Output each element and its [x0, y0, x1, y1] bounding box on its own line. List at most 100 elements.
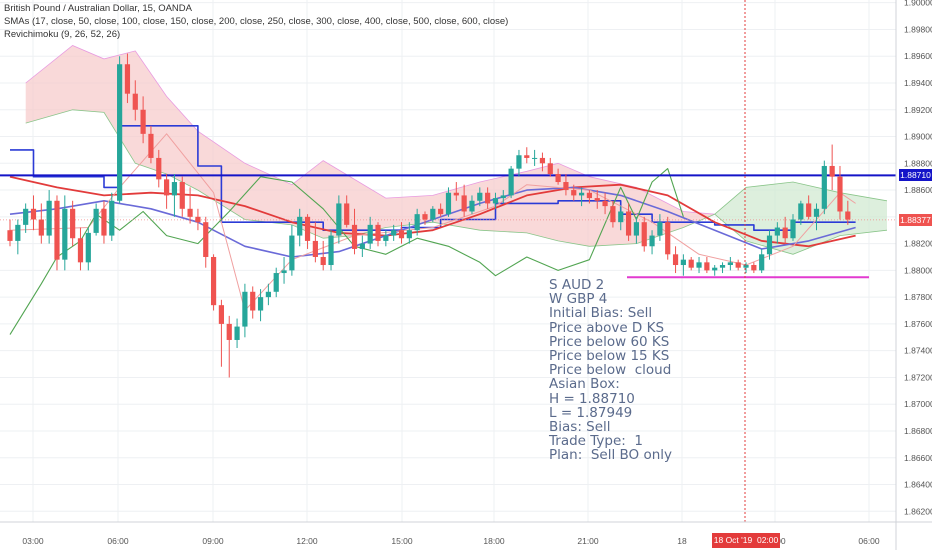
candle — [179, 176, 185, 217]
cursor-time-label: 02:00 — [756, 535, 779, 545]
candle-body — [735, 262, 741, 268]
candle — [532, 149, 538, 166]
candle-body — [117, 64, 123, 201]
sma_fast-line — [9, 175, 856, 248]
candle — [586, 190, 593, 204]
candle — [101, 200, 107, 244]
y-tick-label: 1.89200 — [904, 105, 932, 115]
candle-body — [602, 200, 608, 207]
candle-body — [344, 203, 350, 225]
note-line: Asian Box: — [549, 376, 620, 393]
candle — [398, 222, 405, 244]
candle-body — [297, 216, 303, 236]
candle — [633, 216, 639, 244]
candle-body — [774, 227, 780, 236]
candle-body — [594, 198, 600, 201]
candle-body — [469, 200, 475, 212]
candle-body — [539, 157, 546, 164]
chart-legend[interactable]: British Pound / Australian Dollar, 15, O… — [4, 2, 508, 41]
y-tick-label: 1.89800 — [904, 24, 932, 34]
candle — [15, 219, 21, 255]
candle-body — [62, 208, 68, 260]
y-tick-label: 1.87000 — [904, 399, 932, 409]
candle — [547, 157, 553, 177]
candle — [148, 125, 154, 164]
y-tick-label: 1.86800 — [904, 426, 932, 436]
candle-body — [320, 256, 326, 266]
candle-body — [203, 222, 209, 257]
candle — [85, 227, 91, 271]
candle-body — [210, 256, 217, 306]
candle — [265, 283, 271, 306]
candle — [375, 222, 381, 247]
candle-body — [164, 179, 170, 196]
note-line: Price below 60 KS — [549, 333, 670, 350]
y-tick-label: 1.89000 — [904, 132, 932, 142]
note-line: Plan: Sell BO only — [549, 447, 673, 464]
candle — [696, 256, 702, 274]
candle — [242, 283, 248, 338]
candle-body — [23, 208, 29, 225]
candle — [117, 56, 123, 204]
candle-body — [485, 192, 491, 204]
ichimoku-indicator-label[interactable]: Revichimoku (9, 26, 52, 26) — [4, 29, 121, 40]
candle-body — [124, 64, 131, 94]
candle — [124, 53, 131, 104]
cloud-span-a — [714, 181, 888, 215]
sma-indicator-label[interactable]: SMAs (17, close, 50, close, 100, close, … — [4, 16, 509, 27]
candle-body — [532, 157, 538, 159]
candle — [524, 147, 530, 164]
candle — [563, 174, 569, 196]
candle — [743, 262, 749, 274]
candle — [438, 203, 444, 217]
candle-body — [7, 230, 13, 241]
candle-body — [77, 238, 84, 263]
candle-body — [93, 208, 99, 233]
candle — [704, 256, 710, 274]
candle-body — [54, 200, 60, 260]
candle-body — [257, 297, 264, 311]
x-tick-label: 21:00 — [577, 536, 599, 546]
candle-body — [641, 222, 647, 247]
candle-body — [109, 200, 115, 236]
candle — [7, 219, 13, 247]
candle — [774, 222, 780, 244]
candle-body — [15, 224, 21, 241]
candle-body — [234, 326, 240, 340]
candle — [257, 289, 264, 322]
candle — [594, 190, 600, 209]
candle — [751, 262, 757, 274]
candle — [461, 184, 467, 217]
candle-body — [516, 155, 522, 169]
candle — [657, 214, 663, 241]
y-tick-label: 1.87800 — [904, 292, 932, 302]
candle-body — [790, 219, 796, 239]
candle — [109, 192, 115, 241]
candle — [516, 149, 522, 177]
candle-body — [727, 262, 733, 266]
y-tick-label: 1.87400 — [904, 346, 932, 356]
y-tick-label: 1.88000 — [904, 265, 932, 275]
last-price-tag: 1.88377 — [899, 213, 932, 226]
y-tick-label: 1.88800 — [904, 158, 932, 168]
candle-body — [845, 211, 851, 220]
candle — [328, 230, 334, 271]
note-line: W GBP 4 — [549, 291, 608, 308]
candle — [164, 174, 170, 209]
candle — [555, 168, 561, 185]
candle — [195, 208, 201, 231]
candle — [672, 246, 679, 274]
candle — [171, 174, 178, 217]
candle — [610, 200, 616, 228]
candle-body — [563, 182, 569, 191]
candle-body — [422, 214, 428, 220]
cloud-bear — [25, 45, 715, 247]
candle-body — [265, 291, 271, 298]
symbol-title[interactable]: British Pound / Australian Dollar, 15, O… — [4, 3, 192, 14]
candle-body — [649, 235, 655, 247]
candle-body — [156, 157, 162, 180]
note-line: Price below 15 KS — [549, 348, 670, 365]
candle-body — [665, 222, 671, 255]
